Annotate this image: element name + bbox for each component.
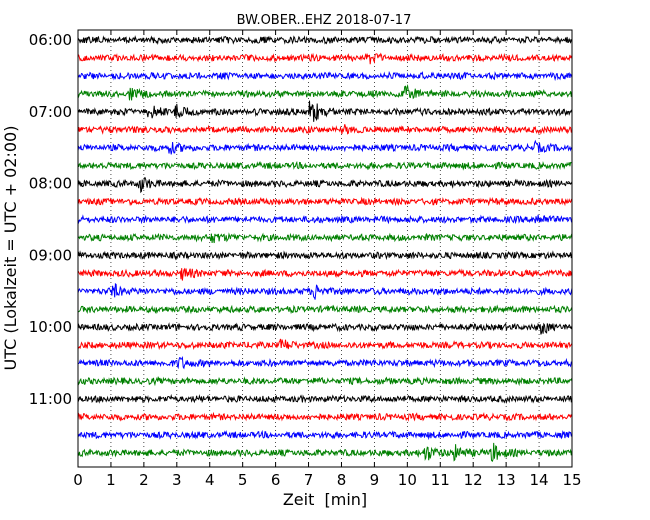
y-axis-title: UTC (Lokalzeit = UTC + 02:00) (1, 126, 20, 371)
trace-row-16 (77, 322, 573, 335)
trace-row-4 (77, 100, 573, 122)
x-tick-label-10: 10 (398, 471, 417, 489)
x-tick-label-5: 5 (238, 471, 248, 489)
x-tick-label-2: 2 (139, 471, 149, 489)
trace-row-17 (77, 338, 573, 351)
y-axis-ticks: 06:00 07:00 08:00 09:00 10:00 11:00 (29, 31, 572, 408)
trace-row-21 (77, 411, 573, 422)
trace-row-23 (77, 442, 573, 463)
x-tick-label-0: 0 (73, 471, 83, 489)
trace-row-15 (77, 304, 573, 315)
trace-row-1 (77, 52, 573, 65)
y-tick-label-8: 08:00 (29, 175, 72, 193)
x-axis-title: Zeit [min] (283, 490, 367, 509)
trace-row-6 (77, 139, 573, 155)
x-tick-label-14: 14 (530, 471, 549, 489)
trace-row-9 (77, 196, 573, 207)
y-tick-label-20: 11:00 (29, 390, 72, 408)
trace-row-20 (77, 393, 573, 404)
x-tick-label-13: 13 (497, 471, 516, 489)
x-tick-label-8: 8 (337, 471, 347, 489)
trace-row-11 (77, 232, 573, 244)
trace-row-19 (77, 375, 573, 387)
x-tick-label-12: 12 (464, 471, 483, 489)
plot-frame (77, 29, 573, 468)
trace-row-2 (77, 70, 573, 82)
trace-row-14 (77, 282, 573, 300)
x-tick-label-7: 7 (304, 471, 314, 489)
y-tick-label-12: 09:00 (29, 246, 72, 264)
x-tick-label-11: 11 (431, 471, 450, 489)
x-axis-ticks: 0 1 2 3 4 5 6 7 8 9 10 11 12 13 14 15 (73, 30, 582, 489)
y-tick-label-16: 10:00 (29, 318, 72, 336)
x-tick-label-6: 6 (271, 471, 281, 489)
trace-row-3 (77, 83, 573, 101)
trace-row-12 (77, 250, 573, 261)
x-tick-label-9: 9 (370, 471, 380, 489)
y-tick-label-4: 07:00 (29, 103, 72, 121)
trace-row-22 (77, 429, 573, 441)
x-tick-label-15: 15 (562, 471, 581, 489)
x-tick-label-3: 3 (172, 471, 182, 489)
x-tick-label-1: 1 (106, 471, 116, 489)
chart-title: BW.OBER..EHZ 2018-07-17 (237, 13, 412, 28)
trace-row-10 (77, 214, 573, 225)
trace-row-7 (77, 160, 573, 171)
trace-row-13 (77, 267, 573, 281)
trace-row-18 (77, 355, 573, 370)
trace-row-0 (77, 35, 573, 46)
trace-row-8 (77, 176, 573, 194)
y-tick-label-0: 06:00 (29, 31, 72, 49)
grid-lines (110, 30, 540, 467)
x-tick-label-4: 4 (205, 471, 215, 489)
trace-row-5 (77, 124, 573, 135)
seismogram-traces (77, 35, 573, 463)
